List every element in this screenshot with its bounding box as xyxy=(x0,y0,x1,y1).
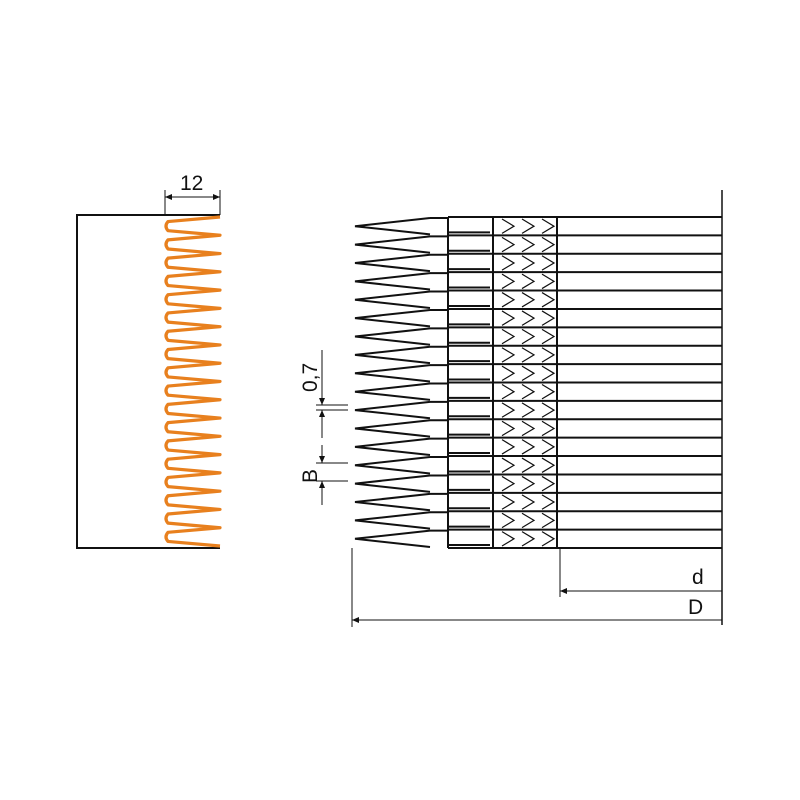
tooth xyxy=(354,400,431,420)
hatch-chevron xyxy=(541,328,556,345)
hatch-chevron xyxy=(541,402,556,418)
tooth xyxy=(354,456,431,475)
tooth xyxy=(354,290,431,309)
tooth xyxy=(354,511,431,530)
arrow-gap-top xyxy=(319,398,325,405)
hatch-chevron xyxy=(541,383,556,400)
hatch-chevron xyxy=(521,457,536,473)
hatch-chevron xyxy=(501,255,516,271)
arrow-d xyxy=(560,588,567,594)
hatch-chevron xyxy=(501,457,516,473)
tooth xyxy=(354,382,431,401)
tooth xyxy=(354,364,431,383)
hatch-chevron xyxy=(501,292,516,308)
hatch-chevron xyxy=(501,273,516,290)
hatch-chevron xyxy=(521,273,536,290)
hatch-chevron xyxy=(541,457,556,473)
hatch-chevron xyxy=(541,494,556,510)
dim-label-b: B xyxy=(299,469,322,483)
tooth xyxy=(354,492,431,512)
arrow-b-bottom xyxy=(319,481,325,488)
hatch-chevron xyxy=(541,292,556,308)
hatch-chevron xyxy=(541,531,556,547)
hatch-chevron xyxy=(501,420,516,437)
arrow-12-right xyxy=(213,194,220,200)
hatch-chevron xyxy=(521,512,536,529)
hatch-chevron xyxy=(541,255,556,271)
hatch-chevron xyxy=(521,255,536,271)
hatch-chevron xyxy=(541,236,556,253)
hatch-chevron xyxy=(521,310,536,326)
hatch-chevron xyxy=(521,475,536,492)
hatch-chevron xyxy=(521,236,536,253)
hatch-chevron xyxy=(521,365,536,382)
hatch-chevron xyxy=(501,328,516,345)
hatch-chevron xyxy=(501,439,516,455)
profile-outline xyxy=(76,214,220,549)
profile-view xyxy=(76,214,222,549)
hatch-chevron xyxy=(521,494,536,510)
hatch-chevron xyxy=(521,292,536,308)
tooth xyxy=(354,345,431,365)
hatch-chevron xyxy=(521,420,536,437)
hatch-chevron xyxy=(541,439,556,455)
tooth xyxy=(354,419,431,438)
dimension-lines xyxy=(164,190,722,627)
hatch-chevron xyxy=(501,383,516,400)
hatch-chevron xyxy=(501,218,516,234)
hatch-chevron xyxy=(501,365,516,382)
hatch-chevron xyxy=(541,273,556,290)
tooth xyxy=(354,235,431,254)
tooth xyxy=(354,272,431,291)
hatch-chevron xyxy=(541,218,556,234)
hatch-chevron xyxy=(521,383,536,400)
side-view xyxy=(354,190,723,625)
arrow-b-top xyxy=(319,456,325,463)
tooth xyxy=(354,474,431,493)
dim-label-d: d xyxy=(692,566,704,589)
tooth xyxy=(354,217,431,236)
profile-zigzag xyxy=(164,215,222,548)
hatch-chevron xyxy=(541,512,556,529)
hatch-chevron xyxy=(521,531,536,547)
arrow-12-left xyxy=(165,194,172,200)
tooth xyxy=(354,529,431,548)
hatch-chevron xyxy=(521,328,536,345)
hatch-chevron xyxy=(521,218,536,234)
hatch-chevron xyxy=(501,512,516,529)
hatch-chevron xyxy=(541,310,556,326)
hatch-chevron xyxy=(541,475,556,492)
dim-label-D: D xyxy=(688,596,703,619)
dim-label-12: 12 xyxy=(180,172,203,195)
tooth xyxy=(354,308,431,328)
dim-label-gap: 0,7 xyxy=(299,363,322,392)
hatch-chevron xyxy=(501,475,516,492)
hatch-chevron xyxy=(541,420,556,437)
arrow-gap-bottom xyxy=(319,410,325,417)
hatch-chevron xyxy=(541,347,556,363)
hatch-chevron xyxy=(501,402,516,418)
hatch-chevron xyxy=(501,494,516,510)
hatch-chevron xyxy=(521,347,536,363)
hatch-chevron xyxy=(521,439,536,455)
tooth xyxy=(354,327,431,346)
hatch-chevron xyxy=(501,347,516,363)
hatch-chevron xyxy=(501,310,516,326)
arrow-D xyxy=(352,617,359,623)
hatch-chevron xyxy=(521,402,536,418)
hatch-chevron xyxy=(501,531,516,547)
tooth xyxy=(354,437,431,457)
hatch-chevron xyxy=(501,236,516,253)
tooth xyxy=(354,253,431,273)
hatch-chevron xyxy=(541,365,556,382)
